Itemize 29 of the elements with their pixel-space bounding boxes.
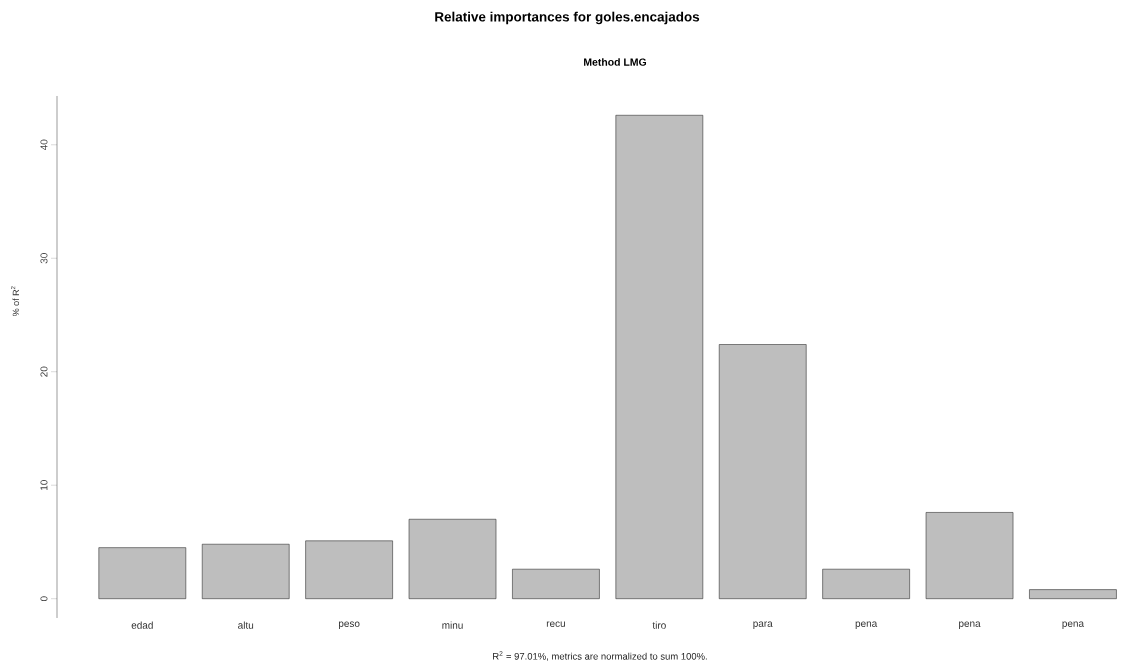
y-tick-label: 30	[40, 253, 48, 264]
y-tick-label: 0	[40, 596, 48, 602]
bar	[718, 344, 807, 599]
x-tick-label: para	[753, 621, 773, 629]
bar	[615, 114, 704, 599]
bar	[98, 547, 187, 599]
bar	[512, 568, 600, 599]
x-tick-label: pena	[959, 621, 981, 629]
bar	[305, 540, 393, 599]
chart-subtitle: Method LMG	[584, 58, 647, 66]
y-axis-title: % of R$^{2}$	[10, 286, 20, 317]
y-tick-label: 10	[40, 480, 48, 490]
chart-title: Relative importances for goles.encajados	[435, 11, 700, 25]
bar	[408, 518, 497, 599]
bar	[925, 512, 1014, 599]
y-tick-label: 20	[40, 366, 48, 377]
x-tick-label: altu	[238, 621, 254, 629]
x-tick-label: pena	[855, 621, 878, 629]
y-tick-label: 40	[40, 139, 48, 151]
x-tick-label: minu	[442, 621, 463, 629]
text: R$^{2}$ = 97.01%, metrics are normalized to sum 100%.	[493, 651, 707, 661]
bar	[1029, 589, 1117, 599]
bar	[822, 568, 910, 599]
x-tick-label: recu	[546, 621, 565, 627]
bar	[201, 543, 290, 599]
x-tick-label: edad	[131, 621, 153, 629]
x-tick-label: tiro	[652, 621, 666, 629]
x-tick-label: pena	[1062, 621, 1085, 629]
x-tick-label: peso	[338, 621, 360, 629]
